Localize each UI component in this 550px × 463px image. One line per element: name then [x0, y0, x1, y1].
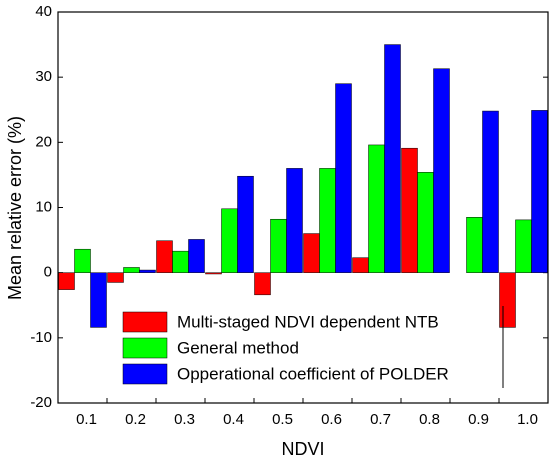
x-tick-label: 0.8	[419, 411, 440, 428]
y-tick-label: 30	[35, 68, 52, 85]
legend-label: General method	[177, 338, 299, 357]
plot-frame	[57, 11, 549, 404]
x-tick-label: 0.2	[125, 411, 146, 428]
y-axis-label: Mean relative error (%)	[5, 116, 25, 300]
bar	[90, 272, 107, 328]
bar	[237, 175, 254, 273]
bar	[531, 110, 548, 273]
bar	[156, 240, 173, 273]
y-tick-label: 10	[35, 198, 52, 215]
bar	[107, 272, 124, 283]
bar	[221, 208, 238, 273]
bar	[319, 168, 336, 273]
y-tick-label: 40	[35, 3, 52, 20]
bar	[270, 218, 287, 273]
bar	[401, 147, 418, 273]
bar	[172, 250, 189, 273]
x-tick-label: 0.7	[370, 411, 391, 428]
bar	[303, 233, 320, 273]
x-tick-label: 0.4	[223, 411, 244, 428]
bar	[352, 257, 369, 273]
bar	[123, 267, 140, 273]
bar	[254, 272, 271, 296]
bar	[417, 172, 434, 273]
y-tick-label: -20	[30, 394, 52, 411]
x-tick-label: 0.5	[272, 411, 293, 428]
legend-label: Opperational coefficient of POLDER	[177, 364, 449, 383]
x-tick-label: 0.6	[321, 411, 342, 428]
bar	[286, 168, 303, 273]
x-tick-label: 0.9	[468, 411, 489, 428]
x-tick-label: 0.1	[76, 411, 97, 428]
bar	[74, 248, 91, 273]
legend-swatch	[122, 311, 168, 333]
bar	[466, 217, 483, 273]
x-axis-label: NDVI	[281, 439, 324, 459]
bar	[384, 44, 401, 273]
bar	[58, 272, 75, 290]
y-tick-label: 0	[44, 264, 52, 281]
bar	[482, 110, 499, 273]
bar	[188, 239, 205, 273]
x-tick-label: 1.0	[517, 411, 538, 428]
y-tick-label: 20	[35, 133, 52, 150]
legend-swatch	[122, 337, 168, 359]
bar	[368, 144, 385, 273]
y-tick-label: -10	[30, 329, 52, 346]
bar	[139, 269, 156, 273]
legend-label: Multi-staged NDVI dependent NTB	[177, 312, 439, 331]
legend-swatch	[122, 363, 168, 385]
bar	[205, 272, 222, 275]
bar	[515, 219, 532, 273]
bar	[499, 272, 516, 328]
x-tick-label: 0.3	[174, 411, 195, 428]
bar	[433, 68, 450, 273]
bar	[335, 83, 352, 273]
